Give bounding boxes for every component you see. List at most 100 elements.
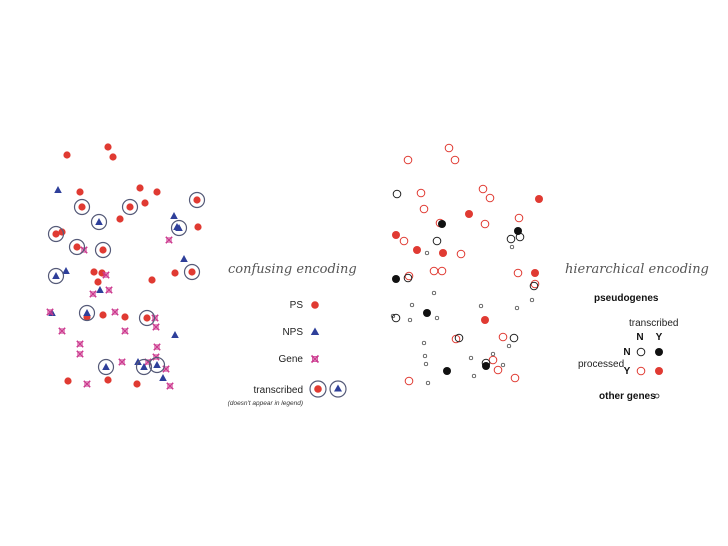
ps-dot <box>121 313 129 321</box>
row-y-label: Y <box>624 366 631 377</box>
right-scatter <box>390 143 543 386</box>
other-gene-marker <box>409 302 415 308</box>
legend-other-genes-dot <box>654 393 660 399</box>
processed-transcribed-marker <box>392 231 400 239</box>
ps-dot <box>90 268 98 276</box>
other-gene-marker <box>509 244 515 250</box>
transcribed-ps-mark <box>73 198 91 216</box>
processed-untranscribed-marker <box>404 376 414 386</box>
transcribed-ps-mark <box>121 198 139 216</box>
unprocessed-untranscribed-marker <box>432 236 442 246</box>
unprocessed-untranscribed-marker <box>506 234 516 244</box>
unprocessed-untranscribed-marker <box>509 333 519 343</box>
other-gene-marker <box>434 315 440 321</box>
processed-untranscribed-marker <box>450 155 460 165</box>
other-gene-marker <box>423 361 429 367</box>
processed-untranscribed-marker <box>530 279 540 289</box>
other-gene-marker <box>425 380 431 386</box>
gene-cross <box>121 327 129 335</box>
unprocessed-untranscribed-marker <box>454 333 464 343</box>
transcribed-nps-mark <box>135 358 153 376</box>
gene-cross <box>105 286 113 294</box>
processed-untranscribed-marker <box>485 193 495 203</box>
legend-yn-open-red <box>636 366 646 376</box>
gene-cross <box>152 323 160 331</box>
processed-untranscribed-marker <box>437 266 447 276</box>
nps-triangle <box>180 255 188 262</box>
processed-transcribed-marker <box>535 195 543 203</box>
gene-cross <box>76 350 84 358</box>
other-gene-marker <box>422 353 428 359</box>
processed-transcribed-marker <box>439 249 447 257</box>
gene-cross <box>165 236 173 244</box>
processed-transcribed-marker <box>531 269 539 277</box>
processed-untranscribed-marker <box>419 204 429 214</box>
transcribed-ps-mark <box>47 225 65 243</box>
nps-triangle <box>62 267 70 274</box>
processed-untranscribed-marker <box>480 219 490 229</box>
nps-triangle <box>171 331 179 338</box>
right-title: hierarchical encoding <box>565 262 709 277</box>
transcribed-ps-mark <box>188 191 206 209</box>
gene-cross <box>166 382 174 390</box>
ps-dot <box>94 278 102 286</box>
processed-untranscribed-marker <box>416 188 426 198</box>
transcribed-nps-mark <box>78 304 96 322</box>
transcribed-header: transcribed <box>629 318 678 329</box>
processed-untranscribed-marker <box>456 249 466 259</box>
gene-cross <box>46 308 54 316</box>
ps-dot <box>133 380 141 388</box>
other-gene-marker <box>424 250 430 256</box>
legend-transcribed-ps <box>309 380 327 398</box>
nps-triangle <box>170 212 178 219</box>
processed-untranscribed-marker <box>403 155 413 165</box>
processed-untranscribed-marker <box>514 213 524 223</box>
legend-nn-open-black <box>636 347 646 357</box>
ps-dot <box>76 188 84 196</box>
legend-transcribed-label: transcribed <box>254 385 303 396</box>
gene-cross <box>118 358 126 366</box>
other-gene-marker <box>490 351 496 357</box>
legend-gene-cross <box>310 354 320 364</box>
processed-untranscribed-marker <box>478 184 488 194</box>
ps-dot <box>99 311 107 319</box>
nps-triangle <box>54 186 62 193</box>
processed-untranscribed-marker <box>429 266 439 276</box>
col-n-label: N <box>636 332 643 343</box>
gene-cross <box>102 271 110 279</box>
other-gene-marker <box>390 313 396 319</box>
unprocessed-untranscribed-marker <box>391 313 401 323</box>
unprocessed-transcribed-marker <box>392 275 400 283</box>
other-genes-label: other genes <box>599 391 656 402</box>
legend-gene-label: Gene <box>279 354 304 365</box>
unprocessed-transcribed-marker <box>423 309 431 317</box>
gene-cross <box>83 380 91 388</box>
processed-label: processed <box>578 359 624 370</box>
unprocessed-transcribed-marker <box>438 220 446 228</box>
ps-dot <box>136 184 144 192</box>
ps-dot <box>141 199 149 207</box>
processed-untranscribed-marker <box>498 332 508 342</box>
legend-yy-filled-red <box>655 367 663 375</box>
transcribed-ps-mark <box>183 263 201 281</box>
processed-untranscribed-marker <box>399 236 409 246</box>
legend-nps-label: NPS <box>282 327 303 338</box>
ps-dot <box>148 276 156 284</box>
transcribed-ps-mark <box>94 241 112 259</box>
ps-dot <box>63 151 71 159</box>
processed-untranscribed-marker <box>493 365 503 375</box>
processed-untranscribed-marker <box>513 268 523 278</box>
processed-transcribed-marker <box>413 246 421 254</box>
other-gene-marker <box>407 317 413 323</box>
right-legend: hierarchical encoding pseudogenes transc… <box>565 262 709 402</box>
gene-cross <box>89 290 97 298</box>
legend-transcribed-nps <box>329 380 347 398</box>
ps-dot <box>64 377 72 385</box>
legend-transcribed-note: (doesn't appear in legend) <box>228 400 303 407</box>
gene-cross <box>58 327 66 335</box>
col-y-label: Y <box>656 332 663 343</box>
processed-transcribed-marker <box>465 210 473 218</box>
transcribed-nps-mark <box>148 356 166 374</box>
gene-cross <box>111 308 119 316</box>
left-scatter <box>46 143 206 390</box>
